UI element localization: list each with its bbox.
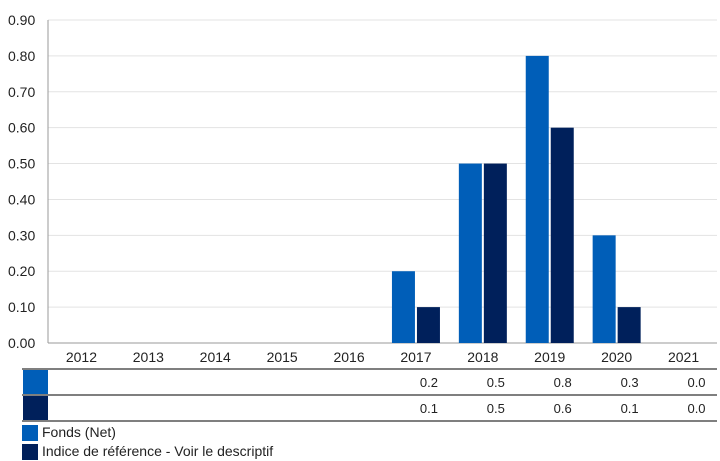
y-axis: 0.00 0.10 0.20 0.30 0.40 0.50 0.60 0.70 0.80 0.90 bbox=[8, 12, 49, 351]
x-axis: 2012 2013 2014 2015 2016 2017 2018 2019 2020 2021 bbox=[66, 349, 699, 365]
table-row-swatch bbox=[23, 396, 48, 420]
y-tick-label: 0.50 bbox=[8, 156, 35, 172]
table-cell: 0.2 bbox=[420, 375, 438, 390]
y-tick-label: 0.60 bbox=[8, 120, 35, 136]
x-tick-label: 2016 bbox=[333, 349, 364, 365]
table-cell: 0.1 bbox=[621, 401, 639, 416]
x-tick-label: 2021 bbox=[668, 349, 699, 365]
table-cell: 0.6 bbox=[554, 401, 572, 416]
data-table: 0.2 0.5 0.8 0.3 0.0 0.1 0.5 0.6 0.1 0.0 bbox=[22, 368, 717, 422]
bars bbox=[391, 55, 641, 344]
x-tick-label: 2019 bbox=[534, 349, 565, 365]
bar-fonds-2017 bbox=[391, 271, 415, 343]
bar-fonds-2020 bbox=[592, 235, 616, 343]
legend-item-indice: Indice de référence - Voir le descriptif bbox=[22, 442, 273, 461]
grid-lines bbox=[48, 19, 717, 344]
table-cell: 0.0 bbox=[687, 401, 705, 416]
bar-indice-2017 bbox=[416, 307, 440, 343]
table-row-swatch bbox=[23, 370, 48, 394]
y-tick-label: 0.00 bbox=[8, 335, 35, 351]
bar-fonds-2019 bbox=[525, 55, 549, 344]
table-cell: 0.5 bbox=[487, 375, 505, 390]
legend: Fonds (Net) Indice de référence - Voir l… bbox=[22, 423, 273, 461]
y-tick-label: 0.10 bbox=[8, 299, 35, 315]
table-cell: 0.3 bbox=[621, 375, 639, 390]
y-tick-label: 0.40 bbox=[8, 191, 35, 207]
bar-indice-2020 bbox=[617, 307, 641, 343]
y-tick-label: 0.80 bbox=[8, 48, 35, 64]
x-tick-label: 2014 bbox=[200, 349, 231, 365]
x-tick-label: 2018 bbox=[467, 349, 498, 365]
x-tick-label: 2020 bbox=[601, 349, 632, 365]
legend-label-indice: Indice de référence - Voir le descriptif bbox=[42, 443, 274, 459]
legend-swatch-fonds bbox=[22, 424, 38, 441]
bar-indice-2018 bbox=[483, 163, 507, 343]
table-cell: 0.1 bbox=[420, 401, 438, 416]
x-tick-label: 2012 bbox=[66, 349, 97, 365]
y-tick-label: 0.20 bbox=[8, 263, 35, 279]
y-tick-label: 0.30 bbox=[8, 227, 35, 243]
x-tick-label: 2017 bbox=[400, 349, 431, 365]
y-tick-label: 0.90 bbox=[8, 12, 35, 28]
legend-item-fonds: Fonds (Net) bbox=[22, 423, 273, 442]
legend-swatch-indice bbox=[22, 443, 38, 460]
table-cell: 0.0 bbox=[687, 375, 705, 390]
x-tick-label: 2013 bbox=[133, 349, 164, 365]
table-cell: 0.8 bbox=[554, 375, 572, 390]
bar-indice-2019 bbox=[550, 127, 574, 344]
y-tick-label: 0.70 bbox=[8, 84, 35, 100]
x-tick-label: 2015 bbox=[267, 349, 298, 365]
table-cell: 0.5 bbox=[487, 401, 505, 416]
legend-label-fonds: Fonds (Net) bbox=[42, 424, 116, 440]
bar-fonds-2018 bbox=[458, 163, 482, 343]
